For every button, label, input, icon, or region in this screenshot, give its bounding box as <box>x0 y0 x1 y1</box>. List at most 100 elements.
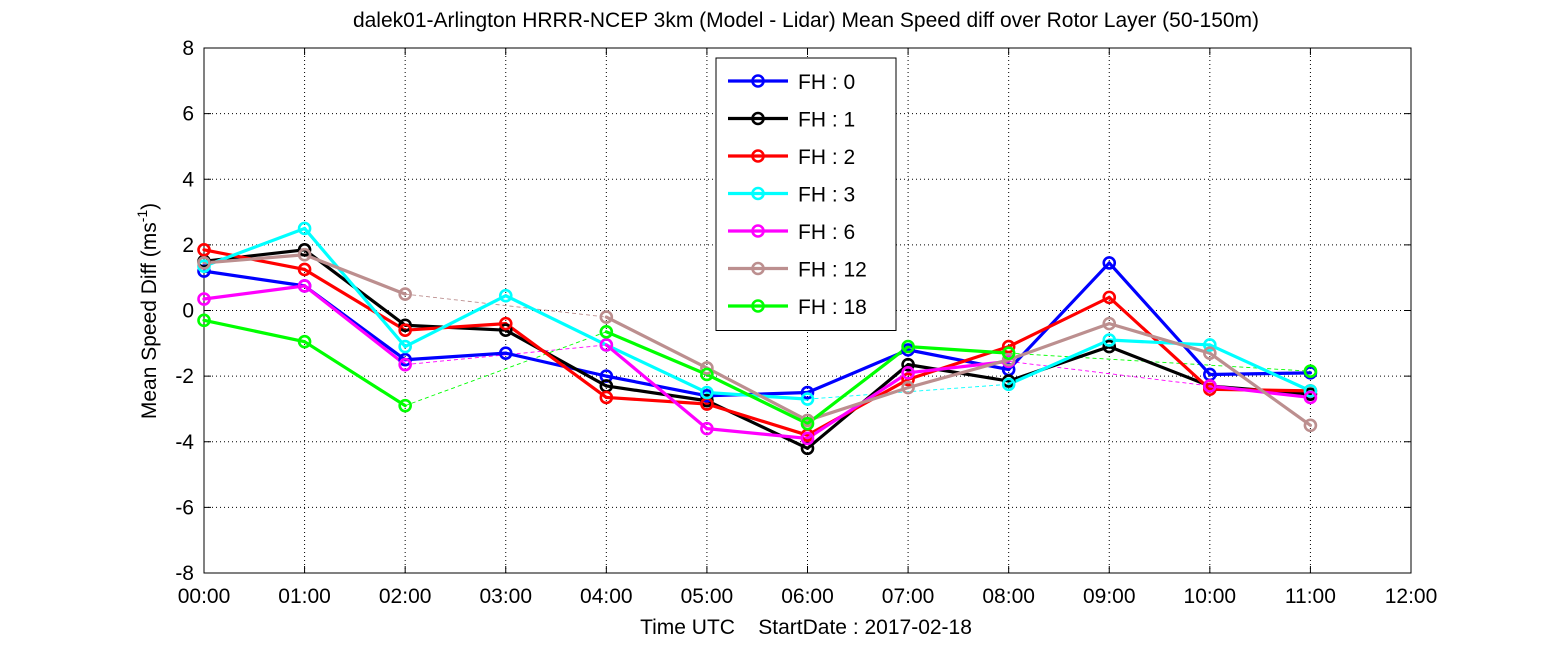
series-line-segment <box>705 402 810 437</box>
series-line-segment <box>504 328 608 388</box>
data-point <box>700 361 714 375</box>
x-tick-label: 08:00 <box>982 585 1035 608</box>
x-tick-label: 10:00 <box>1184 585 1237 608</box>
series-line-segment <box>1208 384 1313 400</box>
x-tick-label: 06:00 <box>781 585 834 608</box>
data-point <box>1001 346 1016 360</box>
series-line-segment <box>1007 261 1111 372</box>
data-point <box>197 242 211 257</box>
series-line-segment <box>202 318 307 344</box>
y-tick-label: -2 <box>175 365 194 388</box>
series-line-segment <box>705 372 810 426</box>
data-point <box>498 346 513 360</box>
series-line-segment <box>504 351 608 378</box>
data-point <box>901 380 915 395</box>
legend-item: FH : 2 <box>728 146 855 169</box>
y-tick-label: -4 <box>175 431 194 454</box>
series-line-segment <box>403 351 508 362</box>
series-markers <box>197 221 1318 456</box>
data-point <box>800 385 815 400</box>
series-line-segment <box>302 340 407 408</box>
series-line-segment <box>1107 344 1212 388</box>
series-gap-connector <box>807 383 1009 400</box>
series-line-segment <box>705 427 810 441</box>
series-line-segment <box>403 322 508 332</box>
data-point <box>599 390 614 405</box>
data-point <box>297 221 312 236</box>
series-line-segment <box>202 226 307 268</box>
data-point <box>297 242 312 257</box>
series-line-segment <box>705 366 810 423</box>
x-tick-label: 00:00 <box>178 585 231 608</box>
y-tick-labels: -8 -6 -4 -2 0 2 4 6 8 <box>175 37 194 585</box>
series-line-segment <box>202 269 307 288</box>
x-tick-label: 04:00 <box>580 585 633 608</box>
data-point <box>599 325 614 339</box>
data-point <box>398 398 412 413</box>
x-tick-label: 12:00 <box>1385 585 1438 608</box>
y-axis-label-close: ) <box>138 203 161 210</box>
legend-label: FH : 2 <box>798 146 855 169</box>
series-line-segment <box>1107 261 1212 377</box>
legend: FH : 0 FH : 1 FH : 2 FH : 3 FH : 6 FH : 12 FH … <box>715 57 897 331</box>
series-line-segment <box>1208 351 1313 427</box>
x-tick-labels: 00:00 01:00 02:00 03:00 04:00 05:00 06:00 07:00… <box>178 585 1438 608</box>
legend-marker <box>751 111 765 126</box>
data-point <box>197 256 211 270</box>
data-point <box>1303 390 1318 405</box>
legend-marker <box>751 74 765 88</box>
data-point <box>498 323 513 337</box>
x-axis-label: Time UTC StartDate : 2017-02-18 <box>640 616 972 639</box>
data-point <box>1203 346 1217 360</box>
data-point <box>398 323 412 337</box>
data-point <box>901 339 915 354</box>
data-point <box>197 292 211 306</box>
x-tick-label: 03:00 <box>479 585 532 608</box>
data-point <box>1001 352 1016 367</box>
y-tick-label: 2 <box>182 234 194 257</box>
legend-label: FH : 12 <box>798 259 867 282</box>
series-line-segment <box>1007 295 1111 349</box>
data-point <box>1102 333 1117 347</box>
y-tick-label: 6 <box>182 103 194 126</box>
x-tick-label: 09:00 <box>1083 585 1136 608</box>
x-tick-label: 11:00 <box>1285 585 1336 608</box>
series-line-segment <box>1107 338 1212 347</box>
series-line-segment <box>906 348 1011 372</box>
series-line-segment <box>1208 371 1313 377</box>
data-point <box>700 385 714 400</box>
data-point <box>901 366 915 380</box>
series-line-segment <box>604 343 709 395</box>
series-gap-connector <box>1008 352 1311 372</box>
data-point <box>1001 377 1016 392</box>
series-gap-connector <box>1008 360 1210 387</box>
legend-label: FH : 3 <box>798 184 855 207</box>
x-tick-label: 01:00 <box>278 585 331 608</box>
y-tick-label: 4 <box>182 168 194 191</box>
y-axis-label: Mean Speed Diff (ms-1) <box>134 203 161 419</box>
legend-item: FH : 1 <box>728 109 855 132</box>
legend-item: FH : 6 <box>728 221 855 244</box>
data-point <box>498 288 513 303</box>
data-point <box>1001 339 1016 354</box>
series-line-segment <box>604 330 709 377</box>
data-point <box>398 339 412 354</box>
series-line-segment <box>202 284 307 301</box>
data-point <box>800 416 815 431</box>
y-tick-label: -6 <box>175 496 194 519</box>
x-tick-label: 02:00 <box>379 585 432 608</box>
data-point <box>398 318 412 333</box>
x-tick-label: 05:00 <box>681 585 734 608</box>
legend-marker <box>751 224 765 238</box>
series-lines <box>202 226 1313 450</box>
data-point <box>700 421 714 436</box>
data-point <box>297 262 312 277</box>
data-point <box>1102 256 1117 270</box>
data-point <box>1303 364 1318 379</box>
legend-item: FH : 12 <box>728 259 867 282</box>
series-line-segment <box>805 348 910 395</box>
data-point <box>297 247 312 262</box>
legend-label: FH : 1 <box>798 109 855 132</box>
legend-item: FH : 18 <box>728 296 867 319</box>
legend-label: FH : 6 <box>798 221 855 244</box>
